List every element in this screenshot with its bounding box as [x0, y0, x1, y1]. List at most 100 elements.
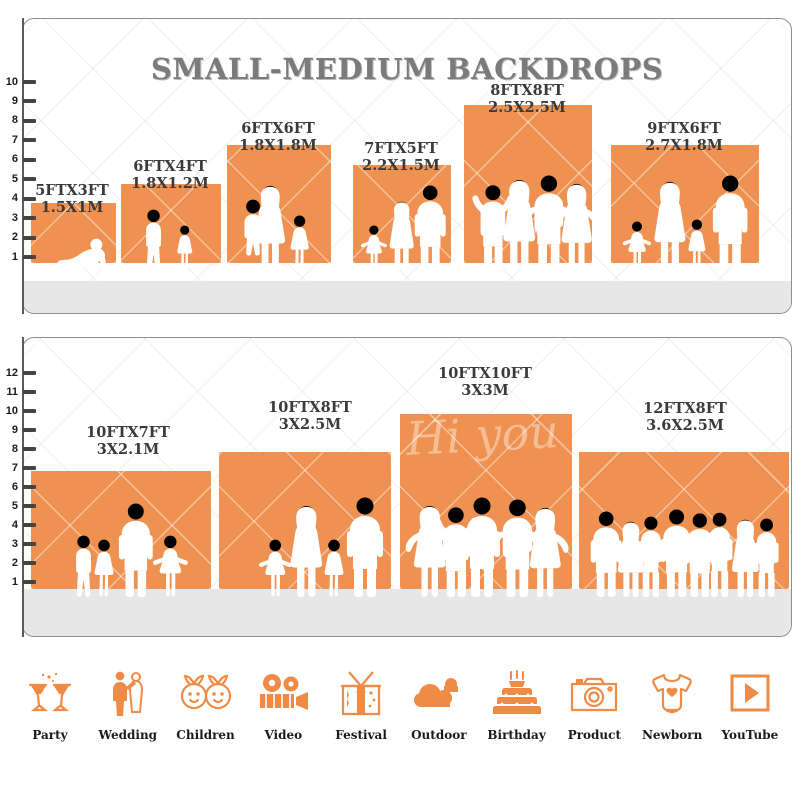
use-case-label: Outdoor [411, 728, 467, 742]
person-silhouette [683, 513, 717, 636]
use-case-item-birthday[interactable]: Birthday [479, 662, 555, 742]
y-axis-tick-top-6: 6 [2, 153, 36, 167]
person-silhouette [490, 499, 545, 636]
person-silhouette [623, 221, 651, 313]
person-silhouette [637, 515, 665, 636]
y-axis-tick-bottom-6: 6 [2, 480, 36, 494]
use-case-label: YouTube [721, 728, 779, 742]
bar-label-5ftx3ft: 5FTX3FT 1.5X1M [0, 182, 172, 216]
use-case-item-newborn[interactable]: Newborn [634, 662, 710, 742]
person-silhouette [241, 185, 291, 313]
y-axis-tick-mark [23, 157, 36, 162]
person-silhouette [589, 511, 623, 636]
person-silhouette [413, 185, 447, 313]
y-axis-tick-mark [23, 561, 36, 565]
use-case-item-video[interactable]: Video [245, 662, 321, 742]
person-silhouette [687, 219, 707, 313]
use-case-item-children[interactable]: Children [168, 662, 244, 742]
bar-label-size-ft: 6FTX4FT [133, 158, 207, 175]
y-axis-tick-label: 11 [6, 385, 18, 398]
baby-onesie-icon [639, 662, 705, 724]
y-axis-tick-label: 4 [11, 518, 18, 531]
use-case-item-product[interactable]: Product [556, 662, 632, 742]
bar-label-size-ft: 8FTX8FT [490, 82, 564, 99]
bar-label-6ftx4ft: 6FTX4FT 1.8X1.2M [70, 158, 270, 192]
bar-label-size-m: 3X3M [461, 382, 509, 400]
y-axis-tick-mark [23, 138, 36, 143]
y-axis-tick-mark [23, 466, 36, 470]
movie-camera-icon [250, 662, 316, 724]
y-axis-tick-bottom-1: 1 [2, 575, 36, 589]
y-axis-tick-mark [23, 523, 36, 527]
person-silhouette [522, 175, 576, 313]
y-axis-tick-label: 4 [11, 192, 18, 205]
toasting-glasses-icon [17, 662, 83, 724]
y-axis-tick-label: 10 [5, 404, 18, 417]
y-axis-tick-mark [23, 235, 36, 240]
y-axis-tick-label: 10 [5, 75, 18, 88]
bar-label-size-m: 2.7X1.8M [645, 137, 723, 155]
person-silhouette [143, 209, 164, 313]
y-axis-tick-top-5: 5 [2, 172, 36, 186]
y-axis-tick-mark [23, 196, 36, 201]
person-silhouette [711, 175, 749, 313]
wedding-couple-icon [95, 662, 161, 724]
person-silhouette [387, 201, 416, 313]
use-case-label: Product [567, 728, 622, 742]
use-case-item-wedding[interactable]: Wedding [90, 662, 166, 742]
person-silhouette [651, 181, 689, 313]
y-axis-tick-top-8: 8 [2, 114, 36, 128]
watermark-text: Hi you [404, 414, 561, 466]
person-silhouette [753, 517, 780, 636]
y-axis-tick-bottom-8: 8 [2, 442, 36, 456]
y-axis-tick-label: 9 [11, 423, 18, 436]
bar-label-size-m: 3X2.1M [96, 441, 160, 459]
y-axis-tick-bottom-5: 5 [2, 499, 36, 513]
person-silhouette [289, 215, 310, 313]
page-title: SMALL-MEDIUM BACKDROPS [150, 52, 664, 86]
y-axis-tick-top-4: 4 [2, 192, 36, 206]
y-axis-tick-mark [23, 428, 36, 432]
y-axis-tick-bottom-3: 3 [2, 537, 36, 551]
use-case-item-festival[interactable]: Festival [323, 662, 399, 742]
bar-label-size-ft: 10FTX7FT [86, 424, 170, 441]
y-axis-tick-label: 6 [11, 480, 18, 493]
use-case-icon-row: Party Wedding Children [12, 662, 788, 772]
bar-label-6ftx6ft: 6FTX6FT 1.8X1.8M [178, 120, 378, 154]
use-case-item-party[interactable]: Party [12, 662, 88, 742]
use-case-label: Newborn [641, 728, 703, 742]
y-axis-tick-label: 1 [11, 575, 18, 588]
y-axis-tick-label: 2 [11, 556, 18, 569]
person-silhouette [259, 539, 292, 636]
y-axis-tick-bottom-10: 10 [2, 404, 36, 418]
y-axis-tick-top-9: 9 [2, 94, 36, 108]
person-silhouette [153, 535, 188, 636]
bar-label-size-ft: 5FTX3FT [35, 182, 109, 199]
y-axis-tick-top-7: 7 [2, 133, 36, 147]
y-axis-tick-mark [23, 580, 36, 584]
y-axis-tick-mark [23, 504, 36, 508]
bar-label-10ftx10ft: 10FTX10FT 3X3M [385, 365, 585, 399]
bar-label-size-m: 2.5X2.5M [488, 99, 566, 117]
y-axis-line-top [22, 18, 24, 314]
floor-strip-bottom [23, 589, 791, 636]
person-silhouette [345, 497, 385, 636]
person-silhouette [323, 539, 345, 636]
y-axis-tick-mark [23, 216, 36, 221]
use-case-label: Party [32, 728, 68, 742]
use-case-item-outdoor[interactable]: Outdoor [401, 662, 477, 742]
person-silhouette [73, 535, 94, 636]
y-axis-tick-bottom-11: 11 [2, 385, 36, 399]
play-button-icon [717, 662, 783, 724]
use-case-label: Birthday [487, 728, 546, 742]
y-axis-tick-label: 3 [11, 211, 18, 224]
y-axis-tick-label: 6 [11, 153, 18, 166]
bar-label-7ftx5ft: 7FTX5FT 2.2X1.5M [301, 140, 501, 174]
person-silhouette [361, 225, 387, 313]
bar-label-8ftx8ft: 8FTX8FT 2.5X2.5M [427, 82, 627, 116]
birthday-cake-icon [484, 662, 550, 724]
y-axis-tick-bottom-12: 12 [2, 366, 36, 380]
use-case-item-youtube[interactable]: YouTube [712, 662, 788, 742]
bar-label-size-ft: 7FTX5FT [364, 140, 438, 157]
y-axis-tick-mark [23, 80, 36, 84]
